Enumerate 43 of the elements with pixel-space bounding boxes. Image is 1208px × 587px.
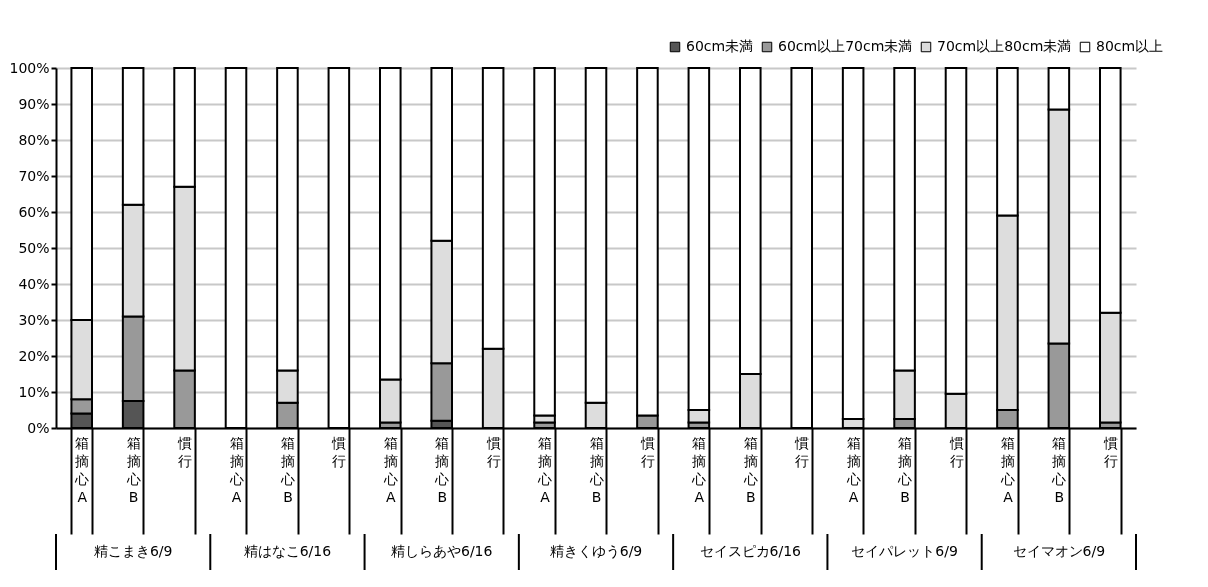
legend-label: 60cm以上70cm未満 [778, 38, 913, 54]
legend-label: 70cm以上80cm未満 [937, 38, 1072, 54]
text: セイパレット6/9 [851, 543, 958, 559]
text: セイスピカ6/16 [699, 543, 802, 559]
x-tick-label: 箱摘心B [279, 434, 295, 505]
x-tick-label: 箱摘心A [537, 434, 553, 505]
x-tick-label: 慣行 [948, 434, 964, 469]
y-tick-label: 30% [18, 311, 50, 328]
text: 精しらあや6/16 [390, 543, 493, 559]
x-tick-label: 慣行 [485, 434, 501, 469]
x-tick-label: 箱摘心B [125, 434, 141, 505]
y-tick-label: 60% [18, 203, 50, 220]
y-tick-label: 80% [18, 131, 50, 148]
x-tick-label: 箱摘心B [1051, 434, 1067, 505]
y-tick-label: 10% [18, 383, 50, 400]
text: 精はなこ6/16 [243, 543, 332, 559]
y-tick-label: 100% [9, 59, 50, 76]
text: 精こまき6/9 [93, 543, 173, 559]
x-tick-label: 箱摘心B [588, 434, 604, 505]
x-tick-label: 慣行 [794, 434, 810, 469]
x-tick-label: 箱摘心A [845, 434, 861, 505]
x-tick-label: 箱摘心A [228, 434, 244, 505]
text: 精きくゆう6/9 [549, 543, 643, 559]
x-tick-label: 箱摘心B [897, 434, 913, 505]
x-tick-label: 慣行 [331, 434, 347, 469]
y-tick-label: 20% [18, 347, 50, 364]
y-tick-label: 70% [18, 167, 50, 184]
y-tick-label: 0% [27, 419, 50, 436]
x-tick-label: 慣行 [177, 434, 193, 469]
x-tick-label: 箱摘心B [742, 434, 758, 505]
x-tick-label: 箱摘心A [691, 434, 707, 505]
x-tick-label: 箱摘心B [434, 434, 450, 505]
y-tick-label: 40% [18, 275, 50, 292]
x-tick-label: 箱摘心A [999, 434, 1015, 505]
x-tick-label: 箱摘心A [382, 434, 398, 505]
x-tick-label: 慣行 [639, 434, 655, 469]
y-tick-label: 90% [18, 95, 50, 112]
x-tick-label: 慣行 [1102, 434, 1118, 469]
legend-label: 60cm未満 [686, 38, 754, 54]
y-tick-label: 50% [18, 239, 50, 256]
legend-label: 80cm以上 [1096, 38, 1164, 54]
x-tick-label: 箱摘心A [74, 434, 90, 505]
text: セイマオン6/9 [1012, 543, 1106, 559]
